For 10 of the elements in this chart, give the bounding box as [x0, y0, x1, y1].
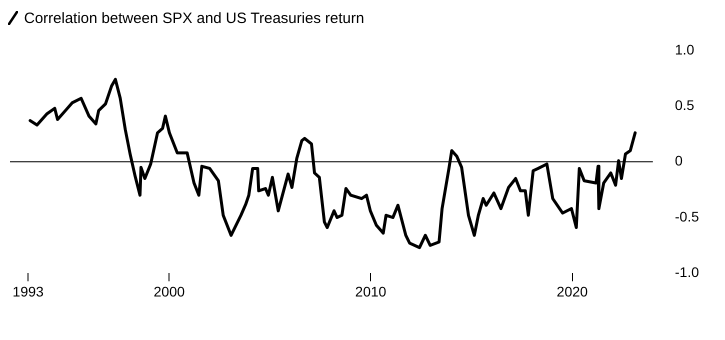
y-tick-label: 1.0	[674, 41, 695, 58]
x-tick-label: 2020	[556, 283, 588, 300]
y-tick-label: 0	[674, 152, 683, 169]
chart-title: Correlation between SPX and US Treasuries return	[24, 10, 364, 26]
y-tick-label: -0.5	[674, 208, 700, 224]
x-tick-label: 1993	[12, 283, 44, 300]
x-tick-label: 2000	[154, 283, 185, 300]
y-tick-label: -1.0	[674, 264, 700, 280]
y-tick-label: 0.5	[674, 96, 695, 113]
x-tick-label: 2010	[355, 283, 387, 300]
